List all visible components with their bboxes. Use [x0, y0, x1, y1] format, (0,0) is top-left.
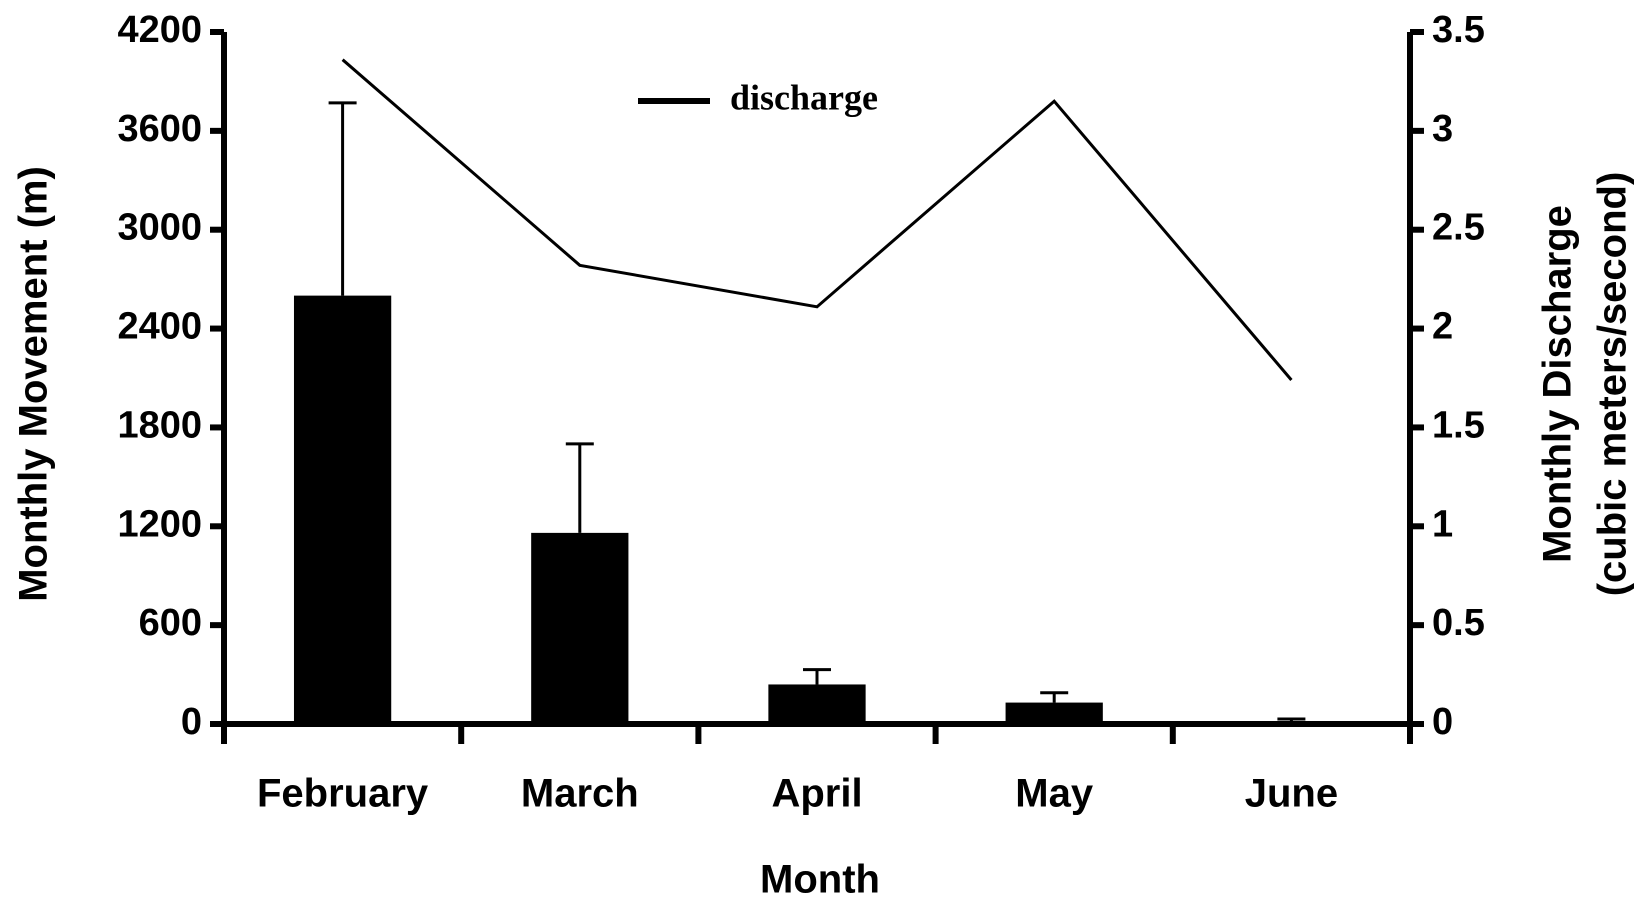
line	[341, 58, 1293, 381]
y-tick-label: 2400	[117, 306, 202, 348]
legend-label: discharge	[730, 77, 878, 117]
x-tick-label: April	[771, 772, 862, 816]
y2-tick-label: 0.5	[1432, 602, 1485, 644]
bar	[1005, 702, 1103, 724]
y-tick-label: 0	[181, 701, 202, 743]
bar	[293, 295, 392, 724]
y2-tick-label: 1	[1432, 503, 1453, 545]
y-tick-label: 1200	[117, 503, 202, 545]
y2-axis-title: Monthly Discharge	[1536, 205, 1580, 563]
x-tick-label: June	[1245, 772, 1338, 816]
y2-tick-label: 3.5	[1432, 9, 1485, 51]
bar	[531, 532, 629, 724]
y2-tick-label: 2.5	[1432, 207, 1485, 249]
y2-tick-label: 3	[1432, 108, 1453, 150]
y2-tick-label: 0	[1432, 701, 1453, 743]
y-tick-label: 600	[139, 602, 202, 644]
y-tick-label: 4200	[117, 9, 202, 51]
bar	[768, 684, 866, 724]
bar	[1242, 722, 1341, 724]
y-tick-label: 1800	[117, 404, 202, 446]
y2-tick-label: 1.5	[1432, 404, 1485, 446]
y2-axis-title: (cubic meters/second)	[1591, 172, 1635, 597]
x-tick-label: March	[521, 772, 639, 816]
y-axis-title: Monthly Movement (m)	[12, 166, 56, 602]
y-tick-label: 3000	[117, 207, 202, 249]
x-tick-label: May	[1015, 772, 1094, 816]
x-tick-label: February	[257, 772, 429, 816]
y-tick-label: 3600	[117, 108, 202, 150]
y2-tick-label: 2	[1432, 306, 1453, 348]
x-axis-title: Month	[760, 858, 880, 902]
